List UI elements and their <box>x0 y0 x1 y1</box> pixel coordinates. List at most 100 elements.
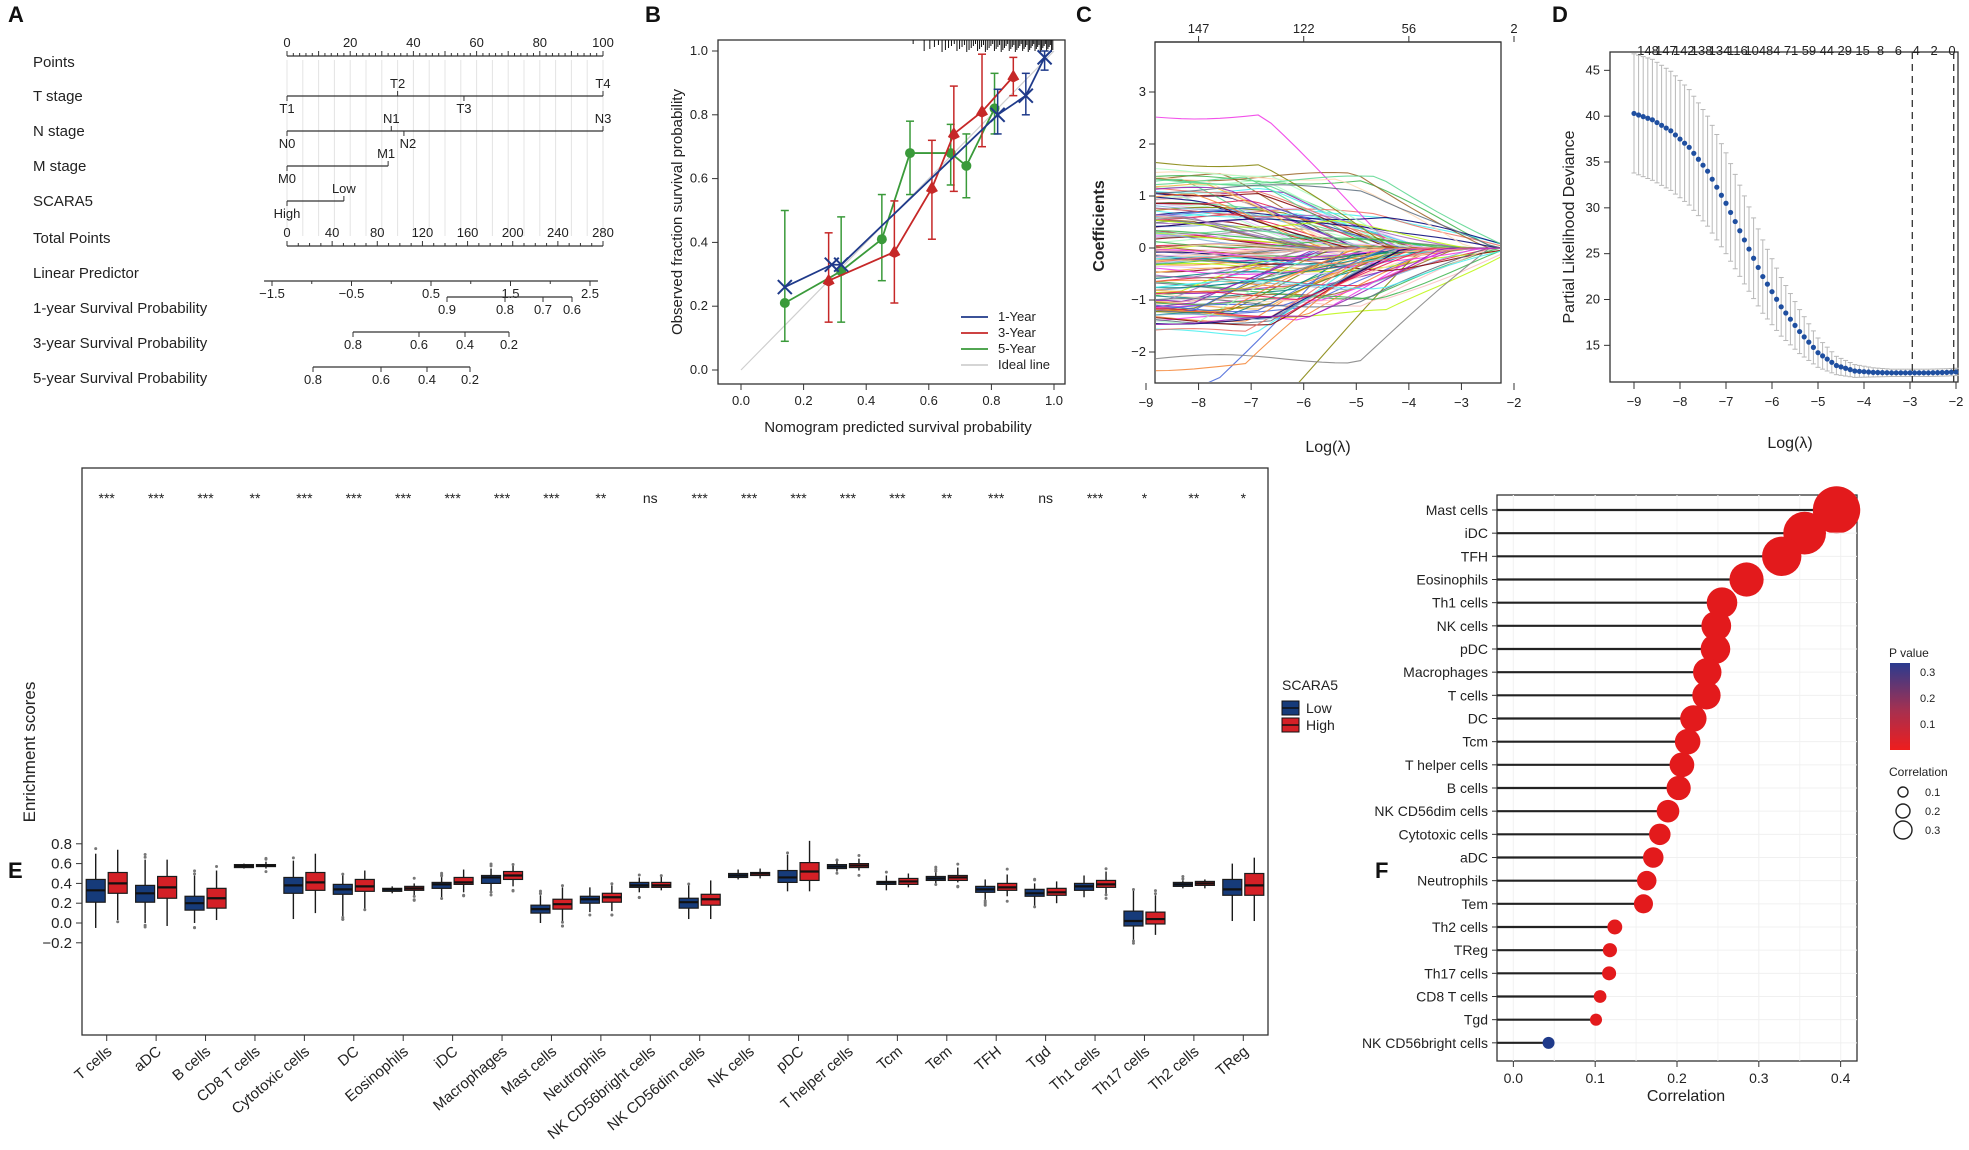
significance-label: * <box>1241 490 1247 506</box>
top-tick-label: 2 <box>1510 21 1517 36</box>
panel-label-c: C <box>1076 2 1092 27</box>
x-tick-label: −3 <box>1454 395 1469 410</box>
significance-label: ** <box>1188 490 1199 506</box>
marker-x <box>833 257 849 273</box>
y-tick-label: 0.2 <box>51 895 72 912</box>
cell-label-15: aDC <box>1460 850 1488 866</box>
x-tick-label: 0.3 <box>1749 1070 1769 1086</box>
cv-point <box>1815 350 1821 356</box>
survival-tick-label: 0.9 <box>438 302 456 317</box>
top-axis-label: 59 <box>1802 43 1816 58</box>
legend-label: 5-Year <box>998 341 1036 356</box>
lp-tick-label: 1.5 <box>501 286 519 301</box>
cv-point <box>1774 296 1780 302</box>
significance-label: *** <box>988 490 1005 506</box>
series-line-5-Year <box>784 108 996 304</box>
outlier-point <box>1131 939 1135 943</box>
coefficient-path <box>1156 247 1500 364</box>
cell-label-2: TFH <box>1461 548 1488 564</box>
outlier-point <box>462 894 466 898</box>
cell-label-17: Tem <box>1462 896 1488 912</box>
survival-tick-label: 0.8 <box>304 372 322 387</box>
coefficient-path <box>1156 184 1500 249</box>
x-tick-label-22: Th2 cells <box>1146 1043 1203 1095</box>
outlier-point <box>143 925 147 929</box>
cv-point <box>1640 114 1646 120</box>
coefficient-path <box>1156 247 1500 325</box>
panel-label-f: F <box>1375 858 1388 883</box>
outlier-point <box>489 890 493 894</box>
lollipop-head <box>1602 943 1617 958</box>
top-axis-label: 0 <box>1948 43 1955 58</box>
lollipop-head <box>1636 870 1657 891</box>
cv-point <box>1843 365 1849 371</box>
outlier-point <box>143 852 147 856</box>
outlier-point <box>440 897 444 901</box>
y-tick-label: 1.0 <box>690 43 708 58</box>
cv-point <box>1764 281 1770 287</box>
cv-point <box>1884 370 1890 376</box>
cv-point <box>1852 368 1858 374</box>
total-points-tick-label: 160 <box>457 225 479 240</box>
outlier-point <box>193 869 197 873</box>
top-axis-label: 138 <box>1691 43 1713 58</box>
x-tick-label: −2 <box>1949 394 1964 409</box>
row-label-0: Points <box>33 54 75 71</box>
marker-x <box>777 279 793 295</box>
level-label: T4 <box>595 76 610 91</box>
top-tick-label: 147 <box>1188 21 1210 36</box>
series-line-1-Year <box>784 56 1046 288</box>
top-tick-label: 122 <box>1293 21 1315 36</box>
lollipop-head <box>1643 847 1664 868</box>
outlier-point <box>1181 877 1185 881</box>
y-tick-label: 0.2 <box>690 298 708 313</box>
x-tick-label: 0.2 <box>795 393 813 408</box>
cv-point <box>1866 369 1872 375</box>
cv-point <box>1792 322 1798 328</box>
significance-label: ** <box>250 490 261 506</box>
outlier-point <box>489 864 493 868</box>
coefficient-path <box>1156 175 1500 245</box>
x-tick-label: −8 <box>1673 394 1688 409</box>
x-axis-title: Log(λ) <box>1767 435 1812 452</box>
cv-point <box>1728 209 1734 216</box>
cv-point <box>1677 136 1683 142</box>
significance-label: *** <box>1087 490 1104 506</box>
top-axis-label: 15 <box>1855 43 1869 58</box>
x-tick-label-13: NK cells <box>705 1043 758 1091</box>
outlier-point <box>489 893 493 897</box>
cv-point <box>1879 370 1885 376</box>
y-axis-title: Enrichment scores <box>20 682 39 823</box>
y-tick-label: 30 <box>1586 200 1600 215</box>
x-tick-label: −9 <box>1139 395 1154 410</box>
y-tick-label: −1 <box>1131 292 1146 307</box>
total-points-tick-label: 120 <box>412 225 434 240</box>
cell-label-10: Tcm <box>1462 734 1488 750</box>
outlier-point <box>610 913 614 917</box>
outlier-point <box>215 864 219 868</box>
row-label-8: 3-year Survival Probability <box>33 335 208 352</box>
top-tick-label: 56 <box>1402 21 1416 36</box>
lollipop-head <box>1701 610 1732 641</box>
level-label: T3 <box>456 101 471 116</box>
outlier-point <box>956 862 960 866</box>
outlier-point <box>193 925 197 929</box>
outlier-point <box>1104 896 1108 900</box>
survival-tick-label: 0.8 <box>344 337 362 352</box>
legend-label: Low <box>1306 700 1333 716</box>
lp-tick-label: −1.5 <box>259 286 285 301</box>
x-tick-label: 0.0 <box>1504 1070 1524 1086</box>
x-tick-label-5: DC <box>335 1043 363 1070</box>
x-tick-label: −6 <box>1765 394 1780 409</box>
cv-point <box>1889 370 1895 376</box>
top-axis-label: 104 <box>1744 43 1766 58</box>
level-label: High <box>274 206 301 221</box>
lollipop-head <box>1602 966 1617 981</box>
cell-label-1: iDC <box>1465 525 1488 541</box>
panel-label-e: E <box>8 858 23 883</box>
cv-plot-frame <box>1609 51 1959 383</box>
coefficient-path <box>1156 175 1500 249</box>
significance-label: ns <box>643 490 658 506</box>
cv-point <box>1663 125 1669 131</box>
top-axis-label: 6 <box>1895 43 1902 58</box>
